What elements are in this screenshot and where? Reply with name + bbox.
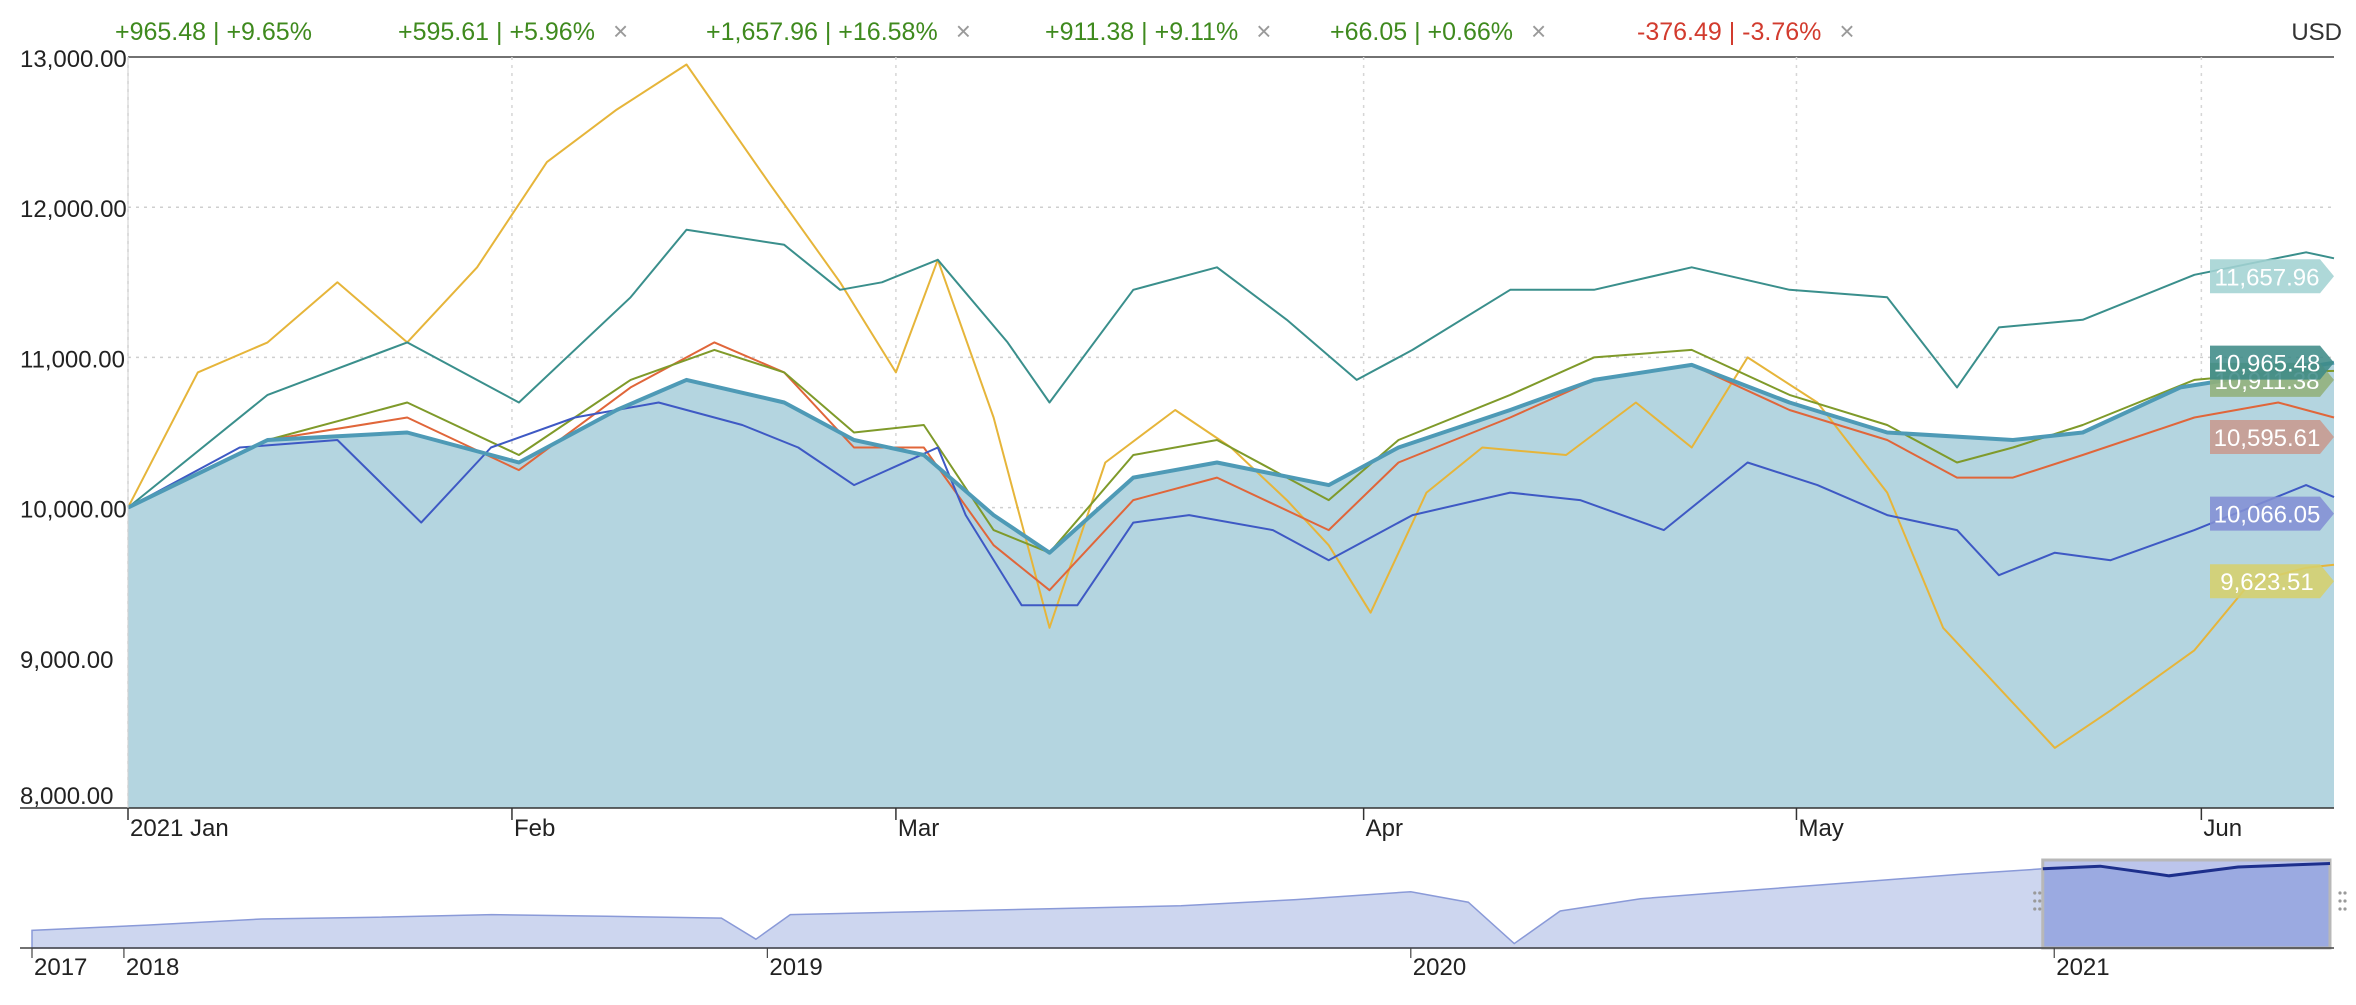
comparison-legend: +965.48 | +9.65% +595.61 | +5.96% × +1,657.… xyxy=(115,16,1855,46)
y-tick-label: 8,000.00 xyxy=(20,783,113,810)
series-line-gold xyxy=(127,63,2335,749)
navigator-tick-label: 2019 xyxy=(769,954,822,981)
legend-value-4: +911.38 | +9.11% xyxy=(1045,18,1238,46)
end-label-gold: 9,623.51 xyxy=(2220,569,2313,596)
x-tick-label: 2021 Jan xyxy=(130,815,229,842)
legend-value-2: +595.61 | +5.96% xyxy=(398,18,595,46)
series-line-teal xyxy=(127,228,2335,509)
navigator-handle-right[interactable] xyxy=(2338,891,2347,911)
end-label-box-main xyxy=(2210,345,2334,380)
series-line-blue xyxy=(127,401,2335,607)
x-tick-label: Feb xyxy=(514,815,555,842)
range-navigator[interactable]: 2017 2018 2019 2020 2021 xyxy=(20,858,2347,981)
end-label-orange: 10,595.61 xyxy=(2214,425,2321,452)
series-line-main xyxy=(127,360,2335,555)
end-label-main: 10,965.48 xyxy=(2214,351,2321,378)
x-axis: 2021 Jan Feb Mar Apr May Jun xyxy=(127,808,2242,842)
legend-value-1: +965.48 | +9.65% xyxy=(115,18,312,46)
end-value-labels: 11,657.969,623.5110,595.6110,911.3810,06… xyxy=(2210,259,2334,599)
end-label-box-gold xyxy=(2210,564,2334,599)
y-tick-label: 13,000.00 xyxy=(20,46,127,73)
close-icon[interactable]: × xyxy=(1256,16,1271,46)
end-label-box-teal xyxy=(2210,259,2334,294)
navigator-selection-line xyxy=(2042,862,2331,878)
y-tick-label: 9,000.00 xyxy=(20,647,113,674)
end-label-box-orange xyxy=(2210,420,2334,455)
navigator-area xyxy=(31,862,2331,949)
currency-label: USD xyxy=(2291,19,2342,46)
y-tick-label: 11,000.00 xyxy=(20,346,125,373)
navigator-handle-left[interactable] xyxy=(2033,891,2042,911)
x-tick-label: Apr xyxy=(1366,815,1403,842)
close-icon[interactable]: × xyxy=(956,16,971,46)
y-tick-label: 12,000.00 xyxy=(20,196,127,223)
end-label-blue: 10,066.05 xyxy=(2214,502,2321,529)
navigator-tick-label: 2018 xyxy=(126,954,179,981)
close-icon[interactable]: × xyxy=(613,16,628,46)
legend-value-5: +66.05 | +0.66% xyxy=(1330,18,1513,46)
x-tick-label: Jun xyxy=(2203,815,2242,842)
close-icon[interactable]: × xyxy=(1531,16,1546,46)
legend-value-6: -376.49 | -3.76% xyxy=(1637,18,1821,46)
series-lines xyxy=(127,63,2335,749)
end-label-teal: 11,657.96 xyxy=(2215,264,2320,291)
legend-value-3: +1,657.96 | +16.58% xyxy=(706,18,938,46)
series-line-olive xyxy=(127,348,2335,554)
x-tick-label: May xyxy=(1798,815,1843,842)
main-series-area xyxy=(128,362,2334,808)
y-tick-label: 10,000.00 xyxy=(20,497,127,524)
navigator-tick-label: 2021 xyxy=(2056,954,2109,981)
x-tick-label: Mar xyxy=(898,815,939,842)
navigator-tick-label: 2020 xyxy=(1413,954,1466,981)
series-line-orange xyxy=(127,341,2335,592)
navigator-tick-label: 2017 xyxy=(34,954,87,981)
main-series-fill xyxy=(128,362,2334,808)
end-label-box-blue xyxy=(2210,496,2334,531)
close-icon[interactable]: × xyxy=(1839,16,1854,46)
y-axis: 8,000.00 9,000.00 10,000.00 11,000.00 12,000… xyxy=(20,46,2334,810)
